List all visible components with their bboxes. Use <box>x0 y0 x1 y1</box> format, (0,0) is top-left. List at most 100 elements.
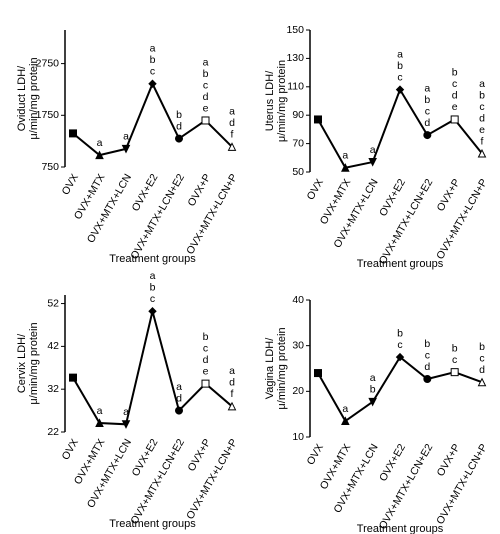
point-label: d <box>176 392 182 404</box>
x-tick-label: OVX <box>305 442 326 467</box>
marker <box>423 375 432 384</box>
point-label: e <box>479 124 485 136</box>
marker <box>227 142 237 151</box>
panel: 10 20 30 40 Vagina LDH/μ/min/mg protein OVX OV… <box>264 294 490 534</box>
point-label: b <box>452 342 458 354</box>
x-tick-label: OVX+P <box>185 172 213 209</box>
marker <box>395 352 405 362</box>
y-axis-title: μ/min/mg protein <box>28 322 40 404</box>
x-tick-label: OVX <box>305 177 326 202</box>
point-label: d <box>229 377 235 389</box>
y-axis-title: Uterus LDH/ <box>264 70 276 131</box>
point-label: b <box>397 60 403 72</box>
marker <box>121 420 131 429</box>
marker <box>175 134 183 143</box>
point-label: f <box>481 135 484 147</box>
point-label: a <box>123 406 129 418</box>
y-tick-label: 90 <box>292 109 304 121</box>
marker <box>227 401 237 411</box>
point-label: c <box>425 349 430 361</box>
point-label: a <box>203 56 209 68</box>
point-label: a <box>424 82 430 94</box>
marker <box>69 129 77 138</box>
y-tick-label: 30 <box>292 339 304 351</box>
x-tick-label: OVX <box>60 437 81 462</box>
point-label: b <box>176 109 182 121</box>
point-label: c <box>203 342 208 354</box>
x-tick-label: OVX+MTX+LCN+E2 <box>128 172 187 262</box>
point-label: d <box>176 120 182 132</box>
marker <box>69 373 77 382</box>
y-tick-label: 32 <box>47 383 59 395</box>
y-axis-title: Cervix LDH/ <box>16 333 28 393</box>
panel: 750 1750 2750 Oviduct LDH/μ/min/mg protein O… <box>16 30 240 265</box>
x-axis-title: Treatment groups <box>357 258 444 270</box>
marker <box>477 377 487 387</box>
point-label: d <box>203 354 209 366</box>
point-label: b <box>370 384 376 396</box>
x-tick-label: OVX+P <box>435 177 463 214</box>
x-tick-label: OVX+MTX+LCN+P <box>434 442 490 527</box>
point-label: c <box>452 78 457 90</box>
marker <box>95 418 104 428</box>
point-label: b <box>150 282 156 294</box>
y-tick-label: 2750 <box>36 57 60 69</box>
y-tick-label: 750 <box>41 161 59 173</box>
y-tick-label: 10 <box>292 431 304 443</box>
point-label: c <box>203 79 208 91</box>
marker <box>121 144 131 154</box>
marker <box>477 148 487 158</box>
point-label: c <box>397 339 402 351</box>
x-tick-label: OVX+MTX+LCN+E2 <box>377 177 436 267</box>
y-tick-label: 40 <box>292 294 304 306</box>
point-label: b <box>424 338 430 350</box>
point-label: b <box>203 68 209 80</box>
point-label: a <box>229 106 235 118</box>
point-label: a <box>370 372 376 384</box>
point-label: b <box>397 327 403 339</box>
point-label: c <box>452 354 457 366</box>
y-tick-label: 20 <box>292 385 304 397</box>
y-axis-title: Oviduct LDH/ <box>16 65 28 131</box>
x-tick-label: OVX+MTX+LCN+P <box>184 437 240 522</box>
point-label: d <box>452 90 458 102</box>
y-axis-title: μ/min/mg protein <box>28 57 40 139</box>
marker <box>341 163 350 172</box>
point-label: a <box>370 144 376 156</box>
y-tick-label: 50 <box>292 166 304 178</box>
y-axis-title: Vagina LDH/ <box>264 337 276 399</box>
point-label: a <box>342 403 348 415</box>
point-label: f <box>231 129 234 141</box>
y-tick-label: 70 <box>292 137 304 149</box>
point-label: d <box>424 361 430 373</box>
marker <box>148 79 157 88</box>
point-label: c <box>150 293 155 305</box>
point-label: b <box>150 54 156 66</box>
x-tick-label: OVX+P <box>435 442 463 479</box>
point-label: c <box>150 66 155 78</box>
marker <box>341 416 350 426</box>
panel: 22 32 42 52 Cervix LDH/μ/min/mg protein OVX OV… <box>16 270 240 530</box>
y-tick-label: 1750 <box>36 109 60 121</box>
y-tick-label: 150 <box>286 24 304 36</box>
point-label: a <box>97 405 103 417</box>
point-label: b <box>479 89 485 101</box>
x-tick-label: OVX+MTX+LCN+P <box>434 177 490 262</box>
point-label: b <box>203 331 209 343</box>
point-label: c <box>425 105 430 117</box>
x-axis-title: Treatment groups <box>109 518 196 530</box>
marker <box>175 406 183 415</box>
point-label: a <box>150 270 156 282</box>
point-label: c <box>397 71 402 83</box>
x-tick-label: OVX+MTX+LCN+E2 <box>377 442 436 532</box>
point-label: a <box>479 78 485 90</box>
marker <box>314 369 322 378</box>
marker <box>148 307 157 316</box>
x-tick-label: OVX+MTX+LCN+P <box>184 172 240 257</box>
point-label: a <box>176 381 182 393</box>
x-tick-label: OVX <box>60 172 81 197</box>
point-label: c <box>479 352 484 364</box>
y-tick-label: 22 <box>47 426 59 438</box>
x-axis-title: Treatment groups <box>109 253 196 265</box>
